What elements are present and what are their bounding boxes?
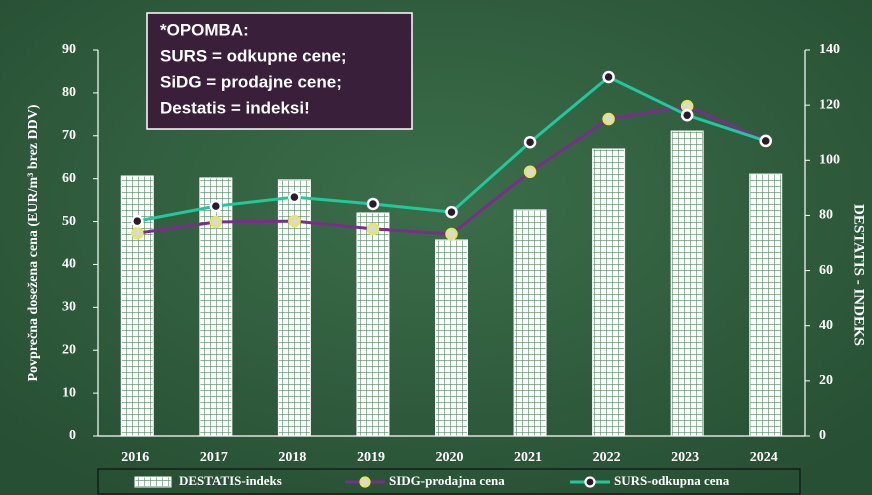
- y2-axis-label: DESTATIS - INDEKS: [851, 204, 867, 346]
- y2-tick-label: 120: [819, 97, 840, 112]
- legend-label: SURS-odkupna cena: [614, 473, 730, 488]
- y2-tick-label: 140: [819, 42, 840, 57]
- marker: [523, 135, 537, 149]
- bar: [749, 173, 783, 437]
- legend-swatch: [134, 476, 172, 488]
- y-tick-label: 40: [62, 257, 76, 272]
- marker: [602, 70, 615, 84]
- y2-tick-label: 80: [819, 208, 833, 223]
- y2-tick-label: 100: [819, 153, 840, 168]
- y-tick-label: 60: [62, 171, 76, 186]
- bar: [513, 209, 547, 437]
- y-tick-label: 10: [62, 385, 76, 400]
- y-tick-label: 0: [69, 428, 76, 443]
- marker: [288, 214, 301, 228]
- bar: [435, 239, 468, 437]
- marker: [131, 226, 144, 240]
- marker: [366, 222, 380, 236]
- note-frame: [146, 12, 413, 130]
- marker: [209, 215, 223, 229]
- x-tick-label: 2024: [750, 450, 778, 465]
- note-line: *OPOMBA:: [160, 20, 249, 39]
- x-tick-label: 2021: [514, 450, 542, 465]
- marker: [445, 205, 458, 219]
- y-axis-label: Povprečna dosežena cena (EUR/m³ brez DDV…: [26, 104, 41, 381]
- bar: [592, 148, 626, 437]
- x-tick-label: 2020: [436, 450, 464, 465]
- legend-marker: [584, 476, 596, 488]
- note-line: SURS = odkupne cene;: [160, 46, 347, 65]
- x-tick-label: 2018: [278, 450, 306, 465]
- y-tick-label: 20: [62, 342, 76, 357]
- note-line: SiDG = prodajne cene;: [160, 72, 342, 91]
- y-tick-label: 30: [62, 300, 76, 315]
- y2-tick-label: 60: [819, 263, 833, 278]
- legend-label: SIDG-prodajna cena: [389, 473, 505, 488]
- legend-label: DESTATIS-indeks: [179, 473, 282, 488]
- x-tick-label: 2019: [357, 450, 385, 465]
- marker: [445, 227, 458, 241]
- y-tick-label: 80: [62, 85, 76, 100]
- note-box: [146, 12, 413, 130]
- y-tick-label: 90: [62, 42, 76, 57]
- marker: [523, 165, 537, 179]
- x-tick-label: 2016: [121, 450, 149, 465]
- y-tick-label: 70: [62, 128, 76, 143]
- note-line: Destatis = indeksi!: [160, 98, 310, 117]
- marker: [209, 199, 223, 213]
- y-tick-label: 50: [62, 214, 76, 229]
- y2-tick-label: 40: [819, 318, 833, 333]
- bar: [356, 212, 390, 437]
- marker: [288, 190, 301, 204]
- legend-frame: [97, 468, 801, 495]
- marker: [680, 108, 694, 122]
- marker: [602, 112, 615, 126]
- marker: [131, 214, 144, 228]
- x-tick-label: 2017: [200, 450, 228, 465]
- x-tick-label: 2022: [593, 450, 621, 465]
- legend-marker: [359, 476, 371, 488]
- marker: [759, 134, 772, 148]
- bar: [670, 130, 704, 437]
- y2-tick-label: 20: [819, 373, 833, 388]
- marker: [366, 197, 380, 211]
- y2-tick-label: 0: [819, 428, 826, 443]
- x-tick-label: 2023: [671, 450, 699, 465]
